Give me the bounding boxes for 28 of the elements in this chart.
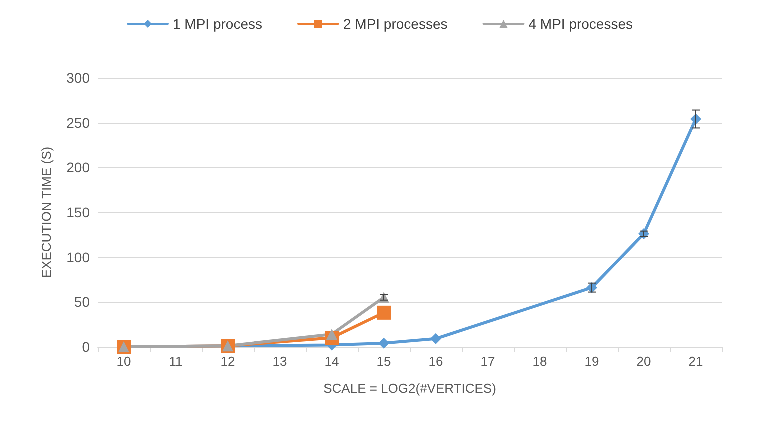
y-tick-label: 50 xyxy=(74,294,90,310)
y-tick-label: 0 xyxy=(82,339,90,355)
x-tick-label: 20 xyxy=(636,354,652,369)
x-tick-label: 14 xyxy=(324,354,340,369)
y-tick-label: 200 xyxy=(66,160,90,176)
x-tick-label: 15 xyxy=(376,354,392,369)
x-tick-label: 13 xyxy=(272,354,288,369)
y-axis-title: EXECUTION TIME (S) xyxy=(39,146,54,278)
point xyxy=(326,328,338,340)
point xyxy=(430,333,442,344)
x-tick-label: 21 xyxy=(688,354,704,369)
x-tick-label: 16 xyxy=(428,354,444,369)
y-tick-label: 250 xyxy=(66,114,90,131)
x-tick-label: 12 xyxy=(220,354,236,369)
point xyxy=(378,338,390,349)
x-tick-label: 10 xyxy=(116,354,132,369)
y-tick-label: 300 xyxy=(66,70,90,86)
x-tick-label: 17 xyxy=(480,354,496,369)
legend-label: 1 MPI process xyxy=(173,16,262,32)
y-tick-label: 100 xyxy=(66,249,90,266)
x-tick-label: 18 xyxy=(532,354,548,369)
x-tick-label: 11 xyxy=(169,354,183,369)
x-tick-label: 19 xyxy=(584,354,600,369)
legend-label: 4 MPI processes xyxy=(528,16,634,32)
point xyxy=(377,306,391,320)
y-tick-label: 150 xyxy=(66,204,90,220)
x-axis-title: SCALE = LOG2(#VERTICES) xyxy=(324,381,496,396)
legend-label: 2 MPI processes xyxy=(343,16,448,32)
